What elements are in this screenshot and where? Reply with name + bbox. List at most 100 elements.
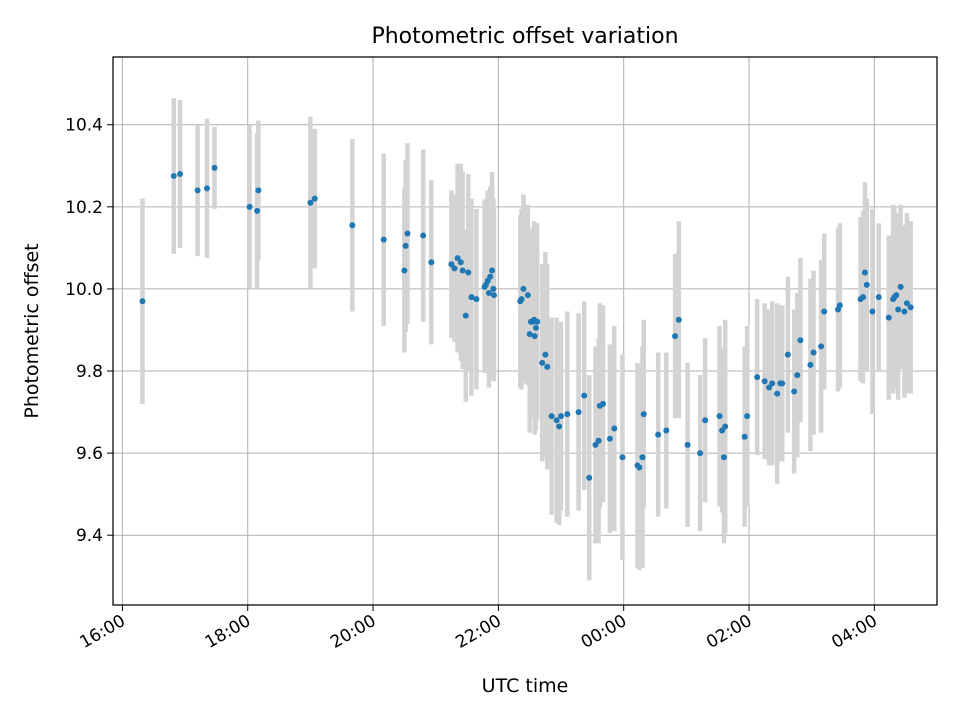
data-point: [404, 230, 411, 237]
y-axis-label: Photometric offset: [21, 243, 43, 418]
data-point: [468, 294, 475, 301]
data-point: [586, 474, 593, 481]
plot-frame: [112, 56, 938, 606]
data-point: [784, 351, 791, 358]
data-point: [719, 427, 726, 434]
data-point: [807, 361, 814, 368]
data-point: [744, 413, 751, 420]
data-point: [490, 285, 497, 292]
y-tick-label: 9.6: [76, 444, 103, 464]
y-tick-label: 9.4: [76, 526, 103, 546]
data-point: [170, 173, 177, 180]
data-point: [518, 296, 525, 303]
data-point: [485, 290, 492, 297]
data-point: [556, 423, 563, 430]
data-point: [600, 400, 607, 407]
data-point: [860, 294, 867, 301]
data-point: [462, 312, 469, 319]
data-point: [581, 392, 588, 399]
data-point: [457, 259, 464, 266]
data-point: [606, 435, 613, 442]
data-point: [534, 318, 541, 325]
data-point: [194, 187, 201, 194]
data-point: [761, 378, 768, 385]
data-point: [349, 222, 356, 229]
data-point: [177, 170, 184, 177]
data-point: [524, 292, 531, 299]
data-point: [246, 203, 253, 210]
data-point: [564, 411, 571, 418]
data-point: [639, 454, 646, 461]
data-point: [875, 294, 882, 301]
data-point: [254, 207, 261, 214]
data-point: [539, 359, 546, 366]
data-point: [754, 374, 761, 381]
data-point: [489, 267, 496, 274]
y-tick-label: 10.4: [65, 116, 103, 136]
data-point: [810, 349, 817, 356]
data-point: [548, 413, 555, 420]
data-point: [897, 283, 904, 290]
data-point: [836, 302, 843, 309]
data-point: [544, 363, 551, 370]
data-point: [769, 380, 776, 387]
data-point: [448, 261, 455, 268]
data-point: [619, 454, 626, 461]
data-point: [895, 306, 902, 313]
data-point: [255, 187, 262, 194]
data-point: [139, 298, 146, 305]
data-point: [893, 292, 900, 299]
data-point: [797, 337, 804, 344]
data-point: [675, 316, 682, 323]
data-point: [869, 308, 876, 315]
data-point: [672, 333, 679, 340]
data-point: [592, 441, 599, 448]
data-point: [885, 314, 892, 321]
data-point: [779, 380, 786, 387]
data-point: [595, 437, 602, 444]
y-tick-label: 10.2: [65, 198, 103, 218]
data-point: [818, 343, 825, 350]
data-point: [716, 413, 723, 420]
data-point: [611, 425, 618, 432]
data-point: [311, 195, 318, 202]
data-point: [465, 269, 472, 276]
data-point: [454, 255, 461, 262]
y-tick-label: 9.8: [76, 362, 103, 382]
data-point: [702, 417, 709, 424]
data-point: [401, 267, 408, 274]
data-point: [741, 433, 748, 440]
data-point: [821, 308, 828, 315]
data-point: [203, 185, 210, 192]
data-point: [307, 199, 314, 206]
data-point: [791, 388, 798, 395]
data-point: [901, 308, 908, 315]
data-point: [490, 292, 497, 299]
data-point: [520, 285, 527, 292]
data-point: [531, 333, 538, 340]
data-point: [542, 351, 549, 358]
data-point: [487, 273, 494, 280]
data-point: [636, 464, 643, 471]
data-point: [380, 236, 387, 243]
data-point: [766, 384, 773, 391]
data-point: [428, 259, 435, 266]
data-point: [655, 431, 662, 438]
data-point: [722, 423, 729, 430]
data-point: [663, 427, 670, 434]
y-tick-label: 10.0: [65, 280, 103, 300]
data-point: [553, 417, 560, 424]
data-point: [532, 324, 539, 331]
data-point: [526, 331, 533, 338]
x-axis-label: UTC time: [482, 675, 569, 697]
data-point: [640, 411, 647, 418]
y-axis: 9.4 9.6 9.8 10.0 10.2 10.4: [65, 116, 113, 546]
data-point: [720, 454, 727, 461]
data-point: [907, 304, 914, 311]
data-point: [794, 372, 801, 379]
data-point: [861, 269, 868, 276]
data-point: [558, 413, 565, 420]
data-point: [575, 409, 582, 416]
data-points: [139, 164, 914, 481]
